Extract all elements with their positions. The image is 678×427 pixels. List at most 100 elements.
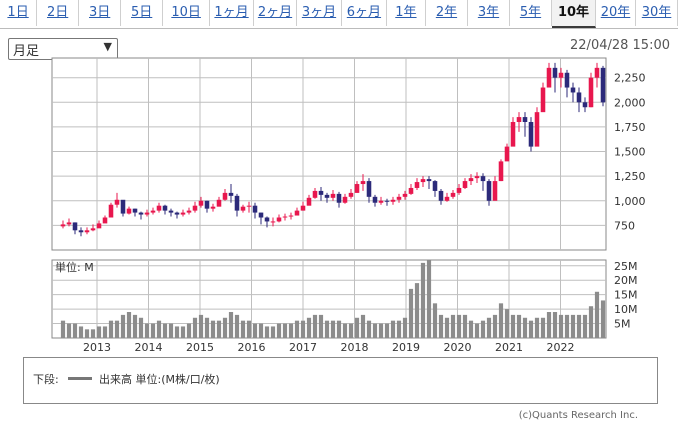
candle-body	[492, 181, 498, 201]
tab-5日[interactable]: 5日	[121, 0, 164, 26]
candle-body	[426, 179, 432, 182]
volume-bar	[378, 323, 384, 338]
price-tick-label: 2,250	[614, 72, 646, 85]
tab-1年[interactable]: 1年	[386, 0, 426, 26]
volume-bar	[552, 312, 558, 338]
candle-body	[114, 199, 120, 205]
candle-body	[354, 184, 360, 193]
candle-body	[66, 222, 72, 225]
candle-body	[372, 196, 378, 203]
candle-body	[144, 212, 150, 215]
candle-body	[504, 146, 510, 162]
tab-2ヶ月[interactable]: 2ヶ月	[254, 0, 298, 26]
tabs-divider	[0, 28, 678, 29]
legend-label: 下段:	[33, 373, 59, 386]
candle-body	[120, 199, 126, 214]
tab-6ヶ月[interactable]: 6ヶ月	[341, 0, 387, 26]
candle-body	[234, 195, 240, 211]
tab-3日[interactable]: 3日	[79, 0, 122, 26]
candle-body	[600, 67, 606, 103]
volume-bar	[384, 323, 390, 338]
legend-box: 下段: 出来高 単位:(M株/口/枚)	[23, 357, 658, 404]
candle-body	[384, 200, 390, 202]
candle-body	[204, 200, 210, 209]
tab-1日[interactable]: 1日	[0, 0, 38, 26]
candle-body	[126, 208, 132, 214]
volume-bar	[570, 314, 576, 338]
candle-body	[312, 190, 318, 198]
volume-bar	[450, 314, 456, 338]
candle-body	[516, 117, 522, 122]
candle-body	[366, 181, 372, 197]
x-tick-label: 2022	[547, 341, 575, 354]
candle-body	[84, 230, 90, 233]
tab-3ヶ月[interactable]: 3ヶ月	[297, 0, 342, 26]
tab-2日[interactable]: 2日	[37, 0, 80, 26]
volume-bar	[600, 300, 606, 338]
candle-body	[168, 210, 174, 213]
candle-body	[222, 192, 228, 200]
candle-body	[288, 215, 294, 217]
candle-body	[180, 212, 186, 215]
candle-body	[240, 206, 246, 211]
volume-bar	[360, 314, 366, 338]
candle-body	[186, 210, 192, 213]
volume-bar	[240, 320, 246, 338]
tab-2年[interactable]: 2年	[425, 0, 468, 26]
tab-10年[interactable]: 10年	[552, 0, 596, 28]
volume-bar	[342, 323, 348, 338]
candle-body	[102, 217, 108, 224]
timestamp: 22/04/28 15:00	[570, 38, 670, 53]
candle-body	[306, 197, 312, 206]
candle-body	[342, 196, 348, 203]
volume-bar	[222, 317, 228, 338]
candle-body	[468, 178, 474, 182]
period-select-value: 月足	[13, 44, 40, 59]
candle-body	[228, 192, 234, 196]
x-tick-label: 2015	[186, 341, 214, 354]
volume-bar	[84, 329, 90, 338]
volume-bar	[192, 317, 198, 338]
price-tick-label: 1,750	[614, 121, 646, 134]
tab-30年[interactable]: 30年	[636, 0, 678, 26]
volume-bar	[72, 323, 78, 338]
volume-tick-label: 20M	[614, 274, 638, 287]
candle-body	[300, 205, 306, 211]
tab-3年[interactable]: 3年	[467, 0, 510, 26]
candle-body	[150, 210, 156, 213]
volume-bar	[516, 314, 522, 338]
volume-bar	[282, 323, 288, 338]
candle-body	[534, 112, 540, 147]
volume-bar	[228, 312, 234, 338]
volume-bar	[456, 314, 462, 338]
candle-body	[192, 205, 198, 211]
candle-body	[582, 102, 588, 108]
volume-bar	[588, 306, 594, 338]
candle-body	[174, 212, 180, 215]
candle-body	[78, 230, 84, 233]
candle-body	[414, 182, 420, 188]
volume-bar	[408, 288, 414, 338]
price-tick-label: 1,500	[614, 146, 646, 159]
volume-bar	[108, 320, 114, 338]
candle-body	[132, 208, 138, 213]
volume-bar	[114, 320, 120, 338]
candle-body	[450, 192, 456, 197]
volume-bar	[306, 317, 312, 338]
candle-body	[558, 72, 564, 78]
price-panel	[51, 57, 607, 251]
volume-bar	[270, 326, 276, 338]
volume-bar	[390, 320, 396, 338]
candle-body	[432, 181, 438, 191]
tab-10日[interactable]: 10日	[163, 0, 211, 26]
volume-bar	[426, 260, 432, 338]
tab-20年[interactable]: 20年	[595, 0, 637, 26]
candle-body	[252, 205, 258, 213]
volume-bar	[90, 329, 96, 338]
volume-bar	[204, 317, 210, 338]
volume-bar	[432, 303, 438, 338]
tab-5年[interactable]: 5年	[510, 0, 553, 26]
candle-body	[396, 196, 402, 200]
tab-1ヶ月[interactable]: 1ヶ月	[210, 0, 255, 26]
volume-bar	[528, 320, 534, 338]
